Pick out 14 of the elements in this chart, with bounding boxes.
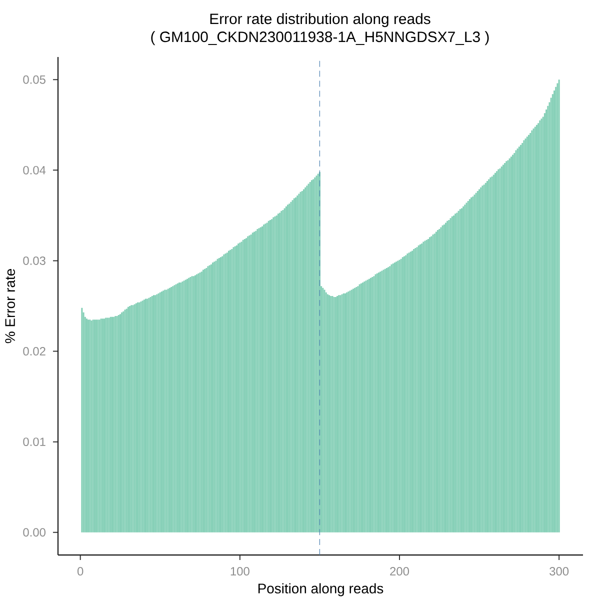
y-tick-label: 0.03: [23, 256, 46, 265]
x-axis-title: Position along reads: [258, 583, 384, 596]
x-tick-label: 100: [230, 567, 250, 576]
chart-title: Error rate distribution along reads: [210, 13, 430, 28]
y-axis-title: % Error rate: [5, 269, 15, 344]
y-tick-label: 0.05: [23, 75, 46, 84]
y-tick-label: 0.02: [23, 347, 46, 356]
y-tick-label: 0.01: [23, 438, 46, 446]
y-tick-label: 0.04: [23, 166, 46, 174]
x-tick-label: 300: [550, 567, 569, 576]
chart-subtitle: ( GM100_CKDN230011938-1A_H5NNGDSX7_L3 ): [151, 31, 489, 46]
y-tick-label: 0.00: [23, 528, 46, 537]
x-tick-label: 0: [77, 567, 84, 576]
x-tick-label: 200: [390, 567, 409, 576]
